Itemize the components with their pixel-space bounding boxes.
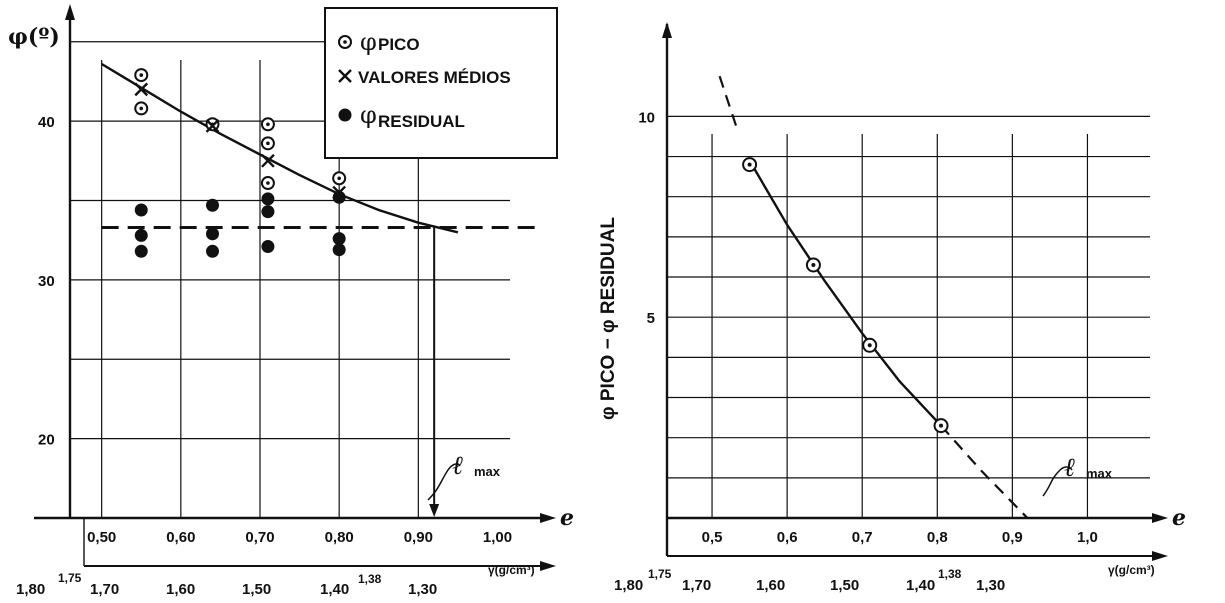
x-tick-label: 0,60 [166, 529, 195, 546]
residual-point [134, 203, 148, 217]
residual-point [206, 198, 219, 212]
legend-peak-label: PICO [378, 35, 420, 54]
gamma-axis-title: γ(g/cm³) [1108, 563, 1155, 577]
y-tick-label: 10 [638, 109, 655, 126]
gamma-tick-label: 1,80 [614, 577, 643, 594]
y-tick-label: 30 [38, 273, 55, 290]
gamma-tick-label: 1,38 [938, 567, 962, 581]
y-axis-title: φ(º) [8, 24, 60, 50]
peak-point-center [266, 141, 270, 146]
legend-peak-symbol-center [343, 40, 347, 44]
x-tick-label: 0,5 [702, 529, 723, 546]
x-tick-label: 0,70 [245, 529, 274, 546]
legend-residual-phi: φ [360, 101, 377, 129]
x-tick-label: 0,6 [777, 529, 798, 546]
x-tick-label: 0,9 [1002, 529, 1023, 546]
emax-leader [427, 463, 461, 501]
x-axis-title: e [1172, 505, 1186, 531]
gamma-tick-label: 1,40 [320, 581, 349, 598]
emax-symbol: ℓ [452, 451, 463, 481]
residual-point [332, 232, 346, 246]
x-tick-label: 0,50 [87, 529, 116, 546]
gamma-axis-arrow [1152, 551, 1168, 561]
fit-curve-solid [748, 159, 942, 427]
y-tick-label: 5 [647, 310, 655, 327]
peak-point-center [266, 181, 270, 185]
emax-leader [1042, 466, 1073, 497]
gamma-tick-label: 1,50 [830, 577, 859, 594]
peak-point-center [139, 73, 144, 77]
gamma-tick-label: 1,80 [16, 581, 45, 598]
gamma-axis-arrow [540, 561, 556, 571]
data-point-center [939, 423, 944, 428]
gamma-tick-label: 1,38 [358, 572, 382, 586]
data-point-center [747, 162, 752, 167]
residual-point [332, 243, 346, 257]
gamma-axis-title: γ(g/cm³) [488, 563, 535, 577]
peak-point-center [337, 176, 341, 181]
gamma-tick-label: 1,75 [648, 567, 672, 581]
x-tick-label: 0,80 [325, 529, 354, 546]
legend-box [324, 7, 558, 159]
residual-point [206, 244, 219, 258]
x-axis-arrow [540, 513, 556, 523]
data-point-center [811, 262, 816, 267]
legend-mean-symbol [338, 69, 352, 83]
fit-curve-dashed-upper [718, 75, 740, 133]
residual-point [134, 228, 148, 242]
x-axis-title: e [560, 505, 574, 531]
x-tick-label: 1,00 [483, 529, 512, 546]
gamma-tick-label: 1,30 [976, 577, 1005, 594]
y-axis-title: φ PICO − φ RESIDUAL [598, 217, 619, 420]
emax-label: max [1086, 466, 1113, 481]
legend-residual-label: RESIDUAL [378, 112, 465, 131]
legend-peak-phi: φ [360, 28, 377, 56]
mean-value-marker [332, 185, 347, 200]
gamma-tick-label: 1,40 [906, 577, 935, 594]
fit-curve-dashed-lower [940, 424, 1029, 519]
right-chart: 5 10 φ PICO − φ RESIDUAL 0,5 0,6 0,7 0,8 0,9 1,0… [598, 22, 1186, 594]
y-axis-arrow [65, 4, 75, 20]
x-tick-label: 0,8 [927, 529, 948, 546]
gamma-tick-label: 1,30 [408, 581, 437, 598]
fit-curve [101, 62, 459, 234]
emax-symbol: ℓ [1064, 453, 1075, 483]
residual-point [332, 190, 346, 204]
x-tick-label: 0,7 [852, 529, 873, 546]
data-point-center [867, 343, 872, 348]
y-tick-label: 20 [38, 432, 55, 449]
residual-point [134, 244, 148, 258]
residual-point [261, 240, 275, 254]
x-axis-arrow [1152, 513, 1168, 523]
y-axis-arrow [662, 22, 672, 38]
emax-drop-arrow [429, 504, 440, 517]
gamma-tick-label: 1,60 [166, 581, 195, 598]
legend-residual-symbol [338, 108, 352, 122]
gamma-tick-label: 1,70 [682, 577, 711, 594]
peak-point-center [139, 106, 144, 111]
residual-point [206, 227, 219, 241]
left-chart: 20 30 40 φ(º) 0,50 0,60 0,70 0,80 0,90 1,00 e 1,80 1… [8, 4, 574, 598]
emax-label: max [474, 464, 501, 479]
mean-value-marker [205, 119, 220, 133]
gamma-tick-label: 1,75 [58, 571, 82, 585]
peak-point-center [266, 122, 270, 127]
x-tick-label: 1,0 [1077, 529, 1098, 546]
residual-point [261, 192, 275, 206]
gamma-tick-label: 1,50 [242, 581, 271, 598]
gamma-tick-label: 1,60 [756, 577, 785, 594]
mean-value-marker [134, 82, 149, 97]
mean-value-marker [261, 153, 275, 168]
legend-mean-label: VALORES MÉDIOS [358, 68, 511, 87]
gamma-tick-label: 1,70 [90, 581, 119, 598]
x-tick-label: 0,90 [404, 529, 433, 546]
y-tick-label: 40 [38, 114, 55, 131]
residual-point [261, 205, 275, 219]
